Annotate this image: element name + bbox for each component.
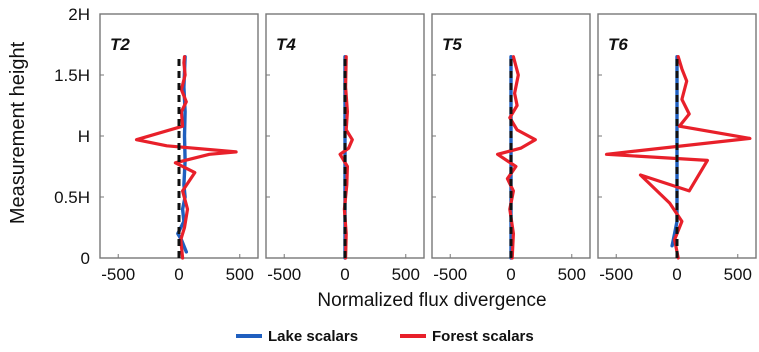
panel-title: T6 — [608, 35, 628, 54]
x-tick-label: 0 — [340, 265, 349, 284]
x-axis-title: Normalized flux divergence — [317, 290, 546, 311]
panel-title: T5 — [442, 35, 462, 54]
x-tick-label: -500 — [267, 265, 301, 284]
forest-scalars-line — [496, 55, 537, 260]
chart-panels: -500 0 500 T2 -500 0 500 T4 -500 0 500 T5 -500 0 500 T6 — [99, 13, 757, 284]
panel-title: T2 — [110, 35, 130, 54]
x-tick-label: 500 — [724, 265, 752, 284]
y-tick-labels: 0 0.5H H 1.5H 2H — [54, 5, 90, 268]
x-tick-label: 500 — [558, 265, 586, 284]
x-tick-label: 0 — [506, 265, 515, 284]
x-tick-label: 500 — [392, 265, 420, 284]
panel-title: T4 — [276, 35, 296, 54]
y-axis-label: Measurement height — [7, 41, 29, 224]
panel-t2: -500 0 500 T2 — [99, 13, 259, 284]
y-tick-label: 0 — [81, 249, 90, 268]
x-tick-label: -500 — [599, 265, 633, 284]
y-tick-label: 0.5H — [54, 188, 90, 207]
x-axis-label-group: Normalized flux divergence — [317, 290, 546, 311]
x-tick-label: 0 — [672, 265, 681, 284]
legend-label: Lake scalars — [268, 328, 358, 345]
forest-scalars-line — [134, 55, 238, 260]
panel-t5: -500 0 500 T5 — [431, 13, 591, 284]
panel-t4: -500 0 500 T4 — [265, 13, 425, 284]
x-tick-label: -500 — [101, 265, 135, 284]
x-tick-label: -500 — [433, 265, 467, 284]
panel-t6: -500 0 500 T6 — [597, 13, 757, 284]
y-tick-label: H — [78, 127, 90, 146]
legend: Lake scalars Forest scalars — [236, 328, 534, 345]
x-tick-label: 500 — [226, 265, 254, 284]
forest-scalars-line — [338, 55, 354, 260]
legend-label: Forest scalars — [432, 328, 534, 345]
y-tick-label: 1.5H — [54, 66, 90, 85]
x-tick-label: 0 — [174, 265, 183, 284]
y-axis-title: Measurement height — [7, 41, 29, 224]
y-tick-label: 2H — [68, 5, 90, 24]
